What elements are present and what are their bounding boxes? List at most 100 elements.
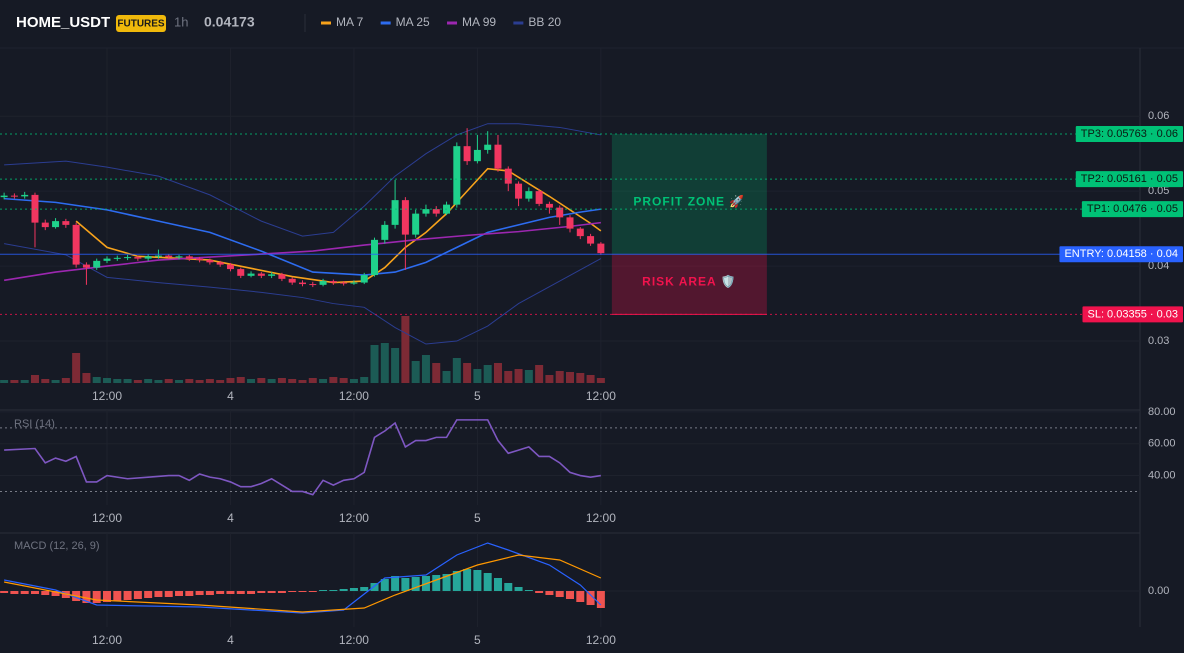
x-tick-label: 5 bbox=[474, 511, 481, 525]
volume-bar bbox=[72, 353, 81, 383]
candle-body bbox=[185, 256, 193, 259]
macd-histogram-bar bbox=[411, 577, 420, 591]
macd-histogram-bar bbox=[205, 591, 214, 595]
volume-bar bbox=[267, 379, 276, 383]
candle-body bbox=[576, 228, 584, 237]
volume-bar bbox=[421, 355, 430, 383]
y-tick-label: 0.05 bbox=[1148, 185, 1169, 197]
macd-histogram-bar bbox=[216, 591, 225, 594]
candle-body bbox=[329, 281, 337, 283]
volume-bar bbox=[103, 378, 112, 383]
macd-histogram-bar bbox=[0, 591, 9, 593]
risk-zone bbox=[611, 254, 767, 315]
x-tick-label: 12:00 bbox=[339, 389, 369, 403]
macd-histogram-bar bbox=[236, 591, 245, 594]
candle-body bbox=[515, 183, 523, 199]
candle-body bbox=[196, 258, 204, 261]
volume-bar bbox=[41, 379, 50, 383]
candle-body bbox=[371, 239, 379, 276]
legend-label: MA 99 bbox=[462, 15, 496, 29]
volume-bar bbox=[514, 369, 523, 383]
candle-body bbox=[432, 209, 440, 214]
candle-body bbox=[278, 274, 286, 279]
volume-bar bbox=[195, 380, 204, 383]
profit-zone-label: PROFIT ZONE 🚀 bbox=[633, 194, 745, 208]
volume-bar bbox=[226, 378, 235, 383]
candle-body bbox=[319, 281, 327, 285]
volume-bar bbox=[473, 369, 482, 383]
candle-body bbox=[453, 146, 461, 205]
macd-histogram-bar bbox=[493, 578, 502, 591]
macd-histogram-bar bbox=[113, 591, 122, 601]
ma-line bbox=[4, 197, 601, 276]
volume-bar bbox=[411, 361, 420, 383]
macd-histogram-bar bbox=[370, 583, 379, 591]
x-tick-label: 12:00 bbox=[586, 633, 616, 647]
candle-body bbox=[587, 236, 595, 244]
x-tick-label: 12:00 bbox=[92, 389, 122, 403]
volume-bar bbox=[20, 380, 29, 383]
level-label: TP3: 0.05763 · 0.06 bbox=[1081, 128, 1178, 140]
legend-label: MA 25 bbox=[396, 15, 430, 29]
badge-bg bbox=[116, 15, 166, 32]
rsi-title: RSI (14) bbox=[14, 418, 55, 430]
volume-bar bbox=[216, 380, 225, 383]
volume-bar bbox=[483, 365, 492, 383]
level-label: ENTRY: 0.04158 · 0.04 bbox=[1064, 248, 1178, 260]
macd-histogram-bar bbox=[123, 591, 132, 600]
macd-histogram-bar bbox=[185, 591, 194, 596]
candle-body bbox=[473, 149, 481, 162]
candle-body bbox=[52, 221, 60, 228]
candle-body bbox=[545, 203, 553, 208]
macd-histogram-bar bbox=[41, 591, 50, 595]
candle-body bbox=[566, 217, 574, 229]
candle-body bbox=[10, 195, 18, 197]
candle-body bbox=[535, 191, 543, 204]
candle-body bbox=[165, 255, 173, 258]
volume-bar bbox=[0, 380, 9, 383]
candle-body bbox=[309, 284, 317, 286]
macd-histogram-bar bbox=[175, 591, 184, 596]
y-tick-label: 40.00 bbox=[1148, 469, 1176, 481]
macd-histogram-bar bbox=[463, 569, 472, 591]
volume-bar bbox=[504, 371, 513, 383]
macd-histogram-bar bbox=[504, 583, 513, 591]
candle-body bbox=[113, 257, 121, 259]
x-tick-label: 4 bbox=[227, 633, 234, 647]
macd-histogram-bar bbox=[319, 590, 328, 591]
volume-bar bbox=[442, 371, 451, 383]
macd-histogram-bar bbox=[514, 587, 523, 591]
candle-body bbox=[72, 224, 80, 265]
macd-histogram-bar bbox=[349, 588, 358, 591]
level-label-bg bbox=[1081, 201, 1183, 218]
x-tick-label: 4 bbox=[227, 389, 234, 403]
macd-histogram-bar bbox=[154, 591, 163, 597]
candle-body bbox=[134, 257, 142, 259]
volume-bar bbox=[51, 380, 60, 383]
volume-bar bbox=[277, 378, 286, 383]
macd-histogram-bar bbox=[308, 591, 317, 592]
interval: 1h bbox=[174, 14, 188, 29]
x-tick-label: 4 bbox=[227, 511, 234, 525]
volume-bar bbox=[566, 372, 574, 383]
x-tick-label: 12:00 bbox=[92, 633, 122, 647]
macd-histogram-bar bbox=[144, 591, 153, 598]
y-tick-label: 0.00 bbox=[1148, 585, 1169, 597]
candle-body bbox=[381, 224, 389, 240]
candle-body bbox=[216, 262, 224, 265]
volume-bar bbox=[175, 380, 184, 383]
x-tick-label: 12:00 bbox=[586, 389, 616, 403]
level-label-bg bbox=[1075, 171, 1183, 188]
volume-bar bbox=[236, 377, 245, 383]
candle-body bbox=[422, 209, 430, 214]
macd-histogram-bar bbox=[596, 591, 605, 608]
volume-bar bbox=[524, 370, 533, 383]
candle-body bbox=[0, 195, 8, 198]
y-tick-label: 0.06 bbox=[1148, 110, 1169, 122]
macd-histogram-bar bbox=[329, 590, 338, 591]
y-tick-label: 0.04 bbox=[1148, 260, 1169, 272]
volume-bar bbox=[401, 316, 410, 383]
symbol: HOME_USDT bbox=[16, 14, 110, 31]
macd-histogram-bar bbox=[442, 574, 451, 591]
